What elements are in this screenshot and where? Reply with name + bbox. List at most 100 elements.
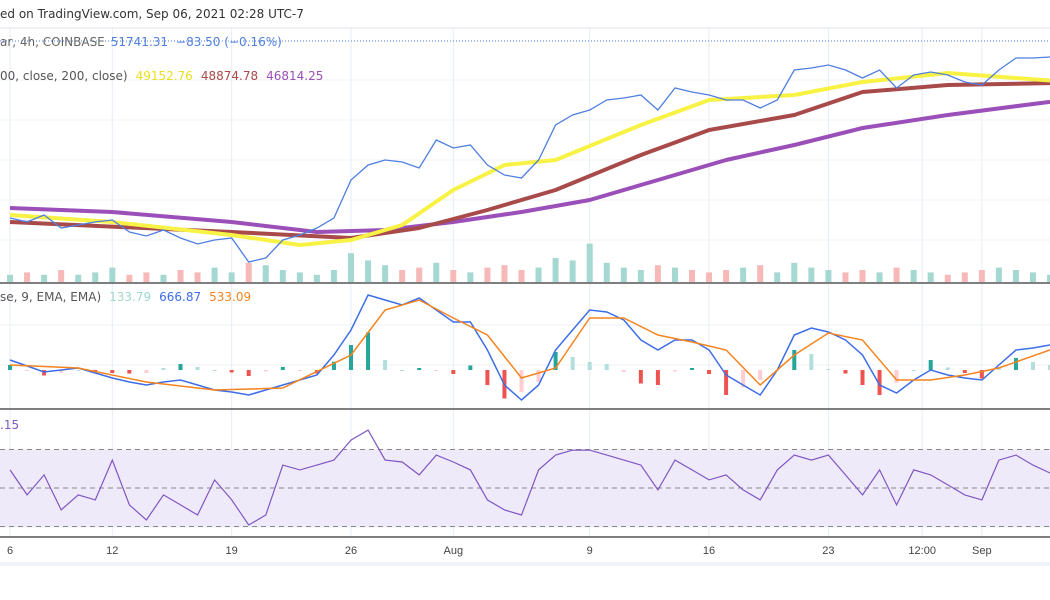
volume-bar	[262, 265, 269, 282]
macd-value: 666.87	[159, 290, 201, 304]
x-tick-label: 19	[226, 545, 238, 557]
time-axis[interactable]: 6 12 19 26 Aug 9 16 23 12:00 Sep	[7, 545, 992, 557]
volume-bar	[365, 260, 372, 282]
macd-histogram-bar	[246, 370, 251, 377]
volume-bar	[433, 262, 440, 282]
macd-histogram-bar	[195, 366, 200, 370]
volume-bar	[313, 274, 320, 282]
symbol-label: ar, 4h, COINBASE	[0, 35, 105, 49]
volume-bar	[876, 272, 883, 282]
volume-bar	[535, 267, 542, 282]
rsi-value: .15	[0, 418, 19, 432]
volume-bar	[910, 270, 917, 282]
x-tick-label: 9	[587, 545, 593, 557]
macd-legend: se, 9, EMA, EMA) 133.79 666.87 533.09	[0, 290, 251, 304]
macd-histogram-bar	[860, 370, 865, 386]
symbol-legend: ar, 4h, COINBASE 51741.31 −83.50 (−0.16%)	[0, 35, 282, 49]
price-change: −83.50 (−0.16%)	[176, 35, 282, 49]
volume-bar	[279, 270, 286, 282]
volume-bar	[586, 243, 593, 282]
macd-params: se, 9, EMA, EMA)	[0, 290, 101, 304]
macd-histogram-bar	[468, 365, 473, 370]
macd-histogram-bar	[758, 370, 763, 381]
signal-line	[9, 299, 1050, 391]
price-line	[9, 56, 1050, 263]
volume-bar	[774, 272, 781, 282]
ma-mid-line	[9, 81, 1050, 240]
volume-bar	[808, 267, 815, 282]
volume-bar	[706, 272, 713, 282]
volume-bar	[791, 262, 798, 282]
signal-value: 533.09	[209, 290, 251, 304]
macd-histogram-bar	[144, 370, 149, 373]
macd-histogram-bar	[1048, 364, 1050, 370]
volume-bar	[552, 258, 559, 282]
volume-bar	[859, 270, 866, 282]
macd-histogram-bar	[229, 370, 234, 373]
volume-bar	[382, 265, 389, 282]
macd-histogram-bar	[366, 332, 371, 370]
macd-histogram-bar	[724, 370, 729, 396]
volume-bar	[740, 267, 747, 282]
volume-bar	[1012, 270, 1019, 282]
macd-histogram-bar	[280, 366, 285, 370]
macd-histogram-bar	[212, 370, 217, 371]
volume-bar	[825, 270, 832, 282]
macd-histogram-bar	[417, 368, 422, 370]
macd-histogram-bar	[928, 360, 933, 370]
volume-bar	[995, 267, 1002, 282]
macd-histogram-bar	[604, 363, 609, 370]
x-tick-label: Aug	[444, 545, 464, 557]
macd-histogram-bar	[400, 369, 405, 371]
macd-histogram-bar	[263, 370, 268, 372]
macd-histogram-bar	[741, 370, 746, 388]
macd-histogram-bar	[672, 370, 677, 372]
volume-bar	[24, 272, 31, 282]
volume-bar	[228, 272, 235, 282]
macd-histogram-bar	[434, 370, 439, 371]
macd-histogram-bar	[110, 370, 115, 374]
x-tick-label: 26	[345, 545, 357, 557]
macd-histogram-bar	[59, 370, 64, 373]
macd-histogram-bar	[655, 370, 660, 386]
bottom-strip	[0, 562, 1050, 566]
ma-slow-value: 46814.25	[266, 69, 323, 83]
ma-mid-value: 48874.78	[201, 69, 258, 83]
rsi-line	[9, 429, 1050, 526]
volume-bar	[501, 265, 508, 282]
macd-histogram-bar	[894, 370, 899, 383]
volume-bar	[689, 270, 695, 282]
macd-histogram-bar	[331, 361, 336, 370]
volume-bar	[467, 272, 474, 282]
macd-hist-value: 133.79	[109, 290, 151, 304]
x-tick-label: 12	[106, 545, 118, 557]
macd-histogram-bar	[127, 370, 132, 374]
macd-histogram-bar	[297, 370, 302, 371]
x-tick-label: 23	[822, 545, 834, 557]
volume-bar	[330, 270, 337, 282]
published-note: ed on TradingView.com, Sep 06, 2021 02:2…	[0, 7, 304, 21]
macd-histogram-bar	[826, 368, 831, 370]
x-tick-label: Sep	[972, 545, 992, 557]
macd-histogram-bar	[621, 370, 626, 372]
macd-histogram-bar	[638, 370, 643, 384]
macd-histogram-bar	[161, 367, 166, 370]
volume-bar	[927, 272, 934, 282]
macd-line	[9, 294, 1050, 401]
macd-histogram-bar	[383, 360, 388, 370]
macd-histogram-bar	[792, 349, 797, 370]
volume-bar	[723, 270, 730, 282]
volume-bar	[569, 260, 576, 282]
macd-histogram-bar	[485, 370, 490, 386]
volume-bar	[245, 262, 252, 282]
macd-histogram-bar	[690, 368, 694, 370]
macd-histogram-bar	[843, 370, 848, 374]
ma-fast-line	[9, 71, 1050, 247]
macd-histogram-bar	[8, 365, 12, 370]
volume-bar	[399, 270, 406, 282]
volume-bar	[75, 274, 82, 282]
macd-histogram-bar	[451, 370, 456, 374]
volume-bar	[416, 267, 423, 282]
macd-histogram-bar	[1013, 357, 1018, 370]
